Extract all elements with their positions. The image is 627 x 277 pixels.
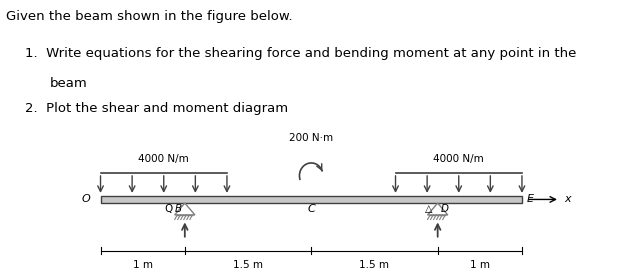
Text: D: D [441,204,449,214]
Text: Given the beam shown in the figure below.: Given the beam shown in the figure below… [6,10,293,23]
FancyBboxPatch shape [100,196,522,203]
Text: 1.5 m: 1.5 m [233,260,263,270]
Text: x: x [564,194,571,204]
Text: 1.5 m: 1.5 m [359,260,389,270]
Text: E: E [527,194,534,204]
Text: 4000 N/m: 4000 N/m [433,154,484,164]
Text: O: O [82,194,90,204]
Text: $R_B$: $R_B$ [177,276,192,277]
Text: 4000 N/m: 4000 N/m [139,154,189,164]
Text: 1 m: 1 m [133,260,152,270]
Text: B: B [174,204,181,214]
Text: △: △ [425,204,433,214]
Text: 200 N·m: 200 N·m [289,133,334,143]
Text: Q: Q [165,204,173,214]
Text: 1 m: 1 m [470,260,490,270]
Text: $R_D$: $R_D$ [429,276,446,277]
Text: beam: beam [50,77,88,90]
Text: 1.  Write equations for the shearing force and bending moment at any point in th: 1. Write equations for the shearing forc… [25,47,576,60]
Text: 2.  Plot the shear and moment diagram: 2. Plot the shear and moment diagram [25,102,288,115]
Text: C: C [307,204,315,214]
